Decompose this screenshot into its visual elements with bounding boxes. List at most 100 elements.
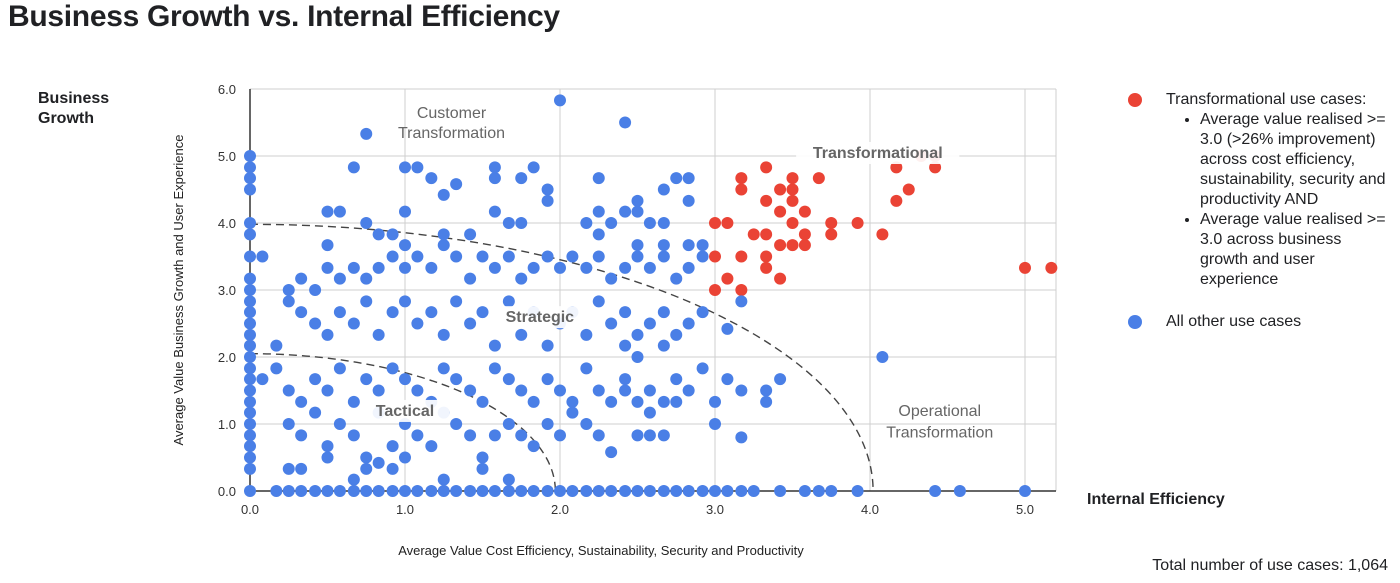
other-point: [386, 362, 399, 375]
other-point: [464, 429, 477, 442]
other-point: [851, 485, 864, 497]
other-point: [450, 373, 463, 386]
other-point: [643, 317, 656, 330]
transformational-point: [760, 261, 773, 274]
other-point: [721, 322, 734, 335]
region-label: Transformation: [886, 424, 993, 441]
other-point: [953, 485, 966, 497]
transformational-point: [774, 239, 787, 252]
other-point: [515, 272, 528, 285]
other-point: [244, 373, 256, 386]
other-point: [309, 284, 322, 296]
other-point: [360, 127, 373, 140]
other-point: [360, 451, 373, 464]
other-point: [619, 373, 632, 386]
y-tick-label: 1.0: [218, 417, 236, 432]
other-point: [580, 418, 593, 430]
other-point: [282, 485, 295, 497]
other-point: [541, 373, 554, 386]
other-point: [347, 317, 360, 330]
other-point: [333, 306, 346, 319]
transformational-point: [876, 228, 889, 241]
other-point: [515, 217, 528, 229]
other-point: [386, 485, 399, 497]
other-point: [476, 250, 489, 263]
other-point: [244, 317, 256, 330]
other-point: [643, 384, 656, 397]
other-point: [399, 239, 411, 252]
other-point: [488, 362, 501, 375]
transformational-point: [721, 272, 734, 285]
y-tick-label: 2.0: [218, 350, 236, 365]
other-point: [411, 485, 424, 497]
other-point: [309, 317, 322, 330]
region-label: Transformation: [398, 125, 505, 142]
transformational-point: [890, 161, 903, 174]
scatter-chart: 0.0 1.0 2.0 3.0 4.0 5.0 0.0 1.0 2.0 3.0 4.0 5.0 6.0…: [171, 82, 1058, 558]
other-point: [605, 395, 618, 408]
x-tick-label: 3.0: [706, 502, 724, 517]
other-point: [592, 205, 605, 218]
other-point: [360, 462, 373, 475]
other-point: [657, 239, 670, 252]
other-point: [411, 250, 424, 263]
other-point: [372, 456, 385, 469]
other-point: [464, 317, 477, 330]
x-tick-label: 2.0: [551, 502, 569, 517]
other-point: [735, 295, 748, 308]
other-point: [425, 306, 438, 319]
other-point: [321, 485, 334, 497]
other-point: [321, 440, 334, 453]
other-point: [657, 183, 670, 196]
annotation-background: [796, 142, 960, 164]
transformational-point: [1045, 261, 1058, 274]
transformational-point: [786, 217, 799, 229]
other-point: [631, 250, 644, 263]
legend-criterion: Average value realised >= 3.0 (>26% impr…: [1200, 110, 1388, 210]
other-point: [450, 295, 463, 308]
y-tick-label: 5.0: [218, 149, 236, 164]
annotation-background: [360, 399, 450, 422]
other-point: [399, 485, 411, 497]
other-point: [437, 188, 450, 201]
other-point: [244, 172, 256, 185]
x-tick-labels: 0.0 1.0 2.0 3.0 4.0 5.0: [241, 502, 1034, 517]
other-point: [657, 339, 670, 352]
other-point: [670, 328, 683, 341]
other-point: [321, 384, 334, 397]
other-point: [735, 384, 748, 397]
other-point: [566, 250, 579, 263]
other-point: [541, 339, 554, 352]
other-point: [670, 373, 683, 386]
other-point: [295, 272, 308, 285]
other-point: [411, 429, 424, 442]
transformational-point: [786, 172, 799, 185]
other-point: [502, 485, 515, 497]
other-point: [256, 373, 269, 386]
transformational-point: [786, 183, 799, 196]
transformational-point: [929, 161, 942, 174]
other-point: [244, 150, 256, 162]
other-point: [643, 217, 656, 229]
other-point: [709, 485, 721, 497]
other-point: [682, 384, 695, 397]
other-point: [295, 395, 308, 408]
other-point: [631, 395, 644, 408]
other-point: [476, 306, 489, 319]
other-point: [282, 384, 295, 397]
other-point: [488, 205, 501, 218]
legend-item-other[interactable]: All other use cases: [1128, 312, 1388, 332]
other-point: [682, 317, 695, 330]
other-point: [386, 250, 399, 263]
other-point: [929, 485, 942, 497]
legend-item-transformational[interactable]: Transformational use cases: Average valu…: [1128, 90, 1388, 290]
other-point: [605, 317, 618, 330]
other-point: [372, 485, 385, 497]
other-point: [464, 272, 477, 285]
other-point: [333, 418, 346, 430]
x-tick-label: 5.0: [1016, 502, 1034, 517]
other-point: [399, 295, 411, 308]
other-point: [488, 429, 501, 442]
other-point: [425, 485, 438, 497]
other-point: [527, 440, 540, 453]
